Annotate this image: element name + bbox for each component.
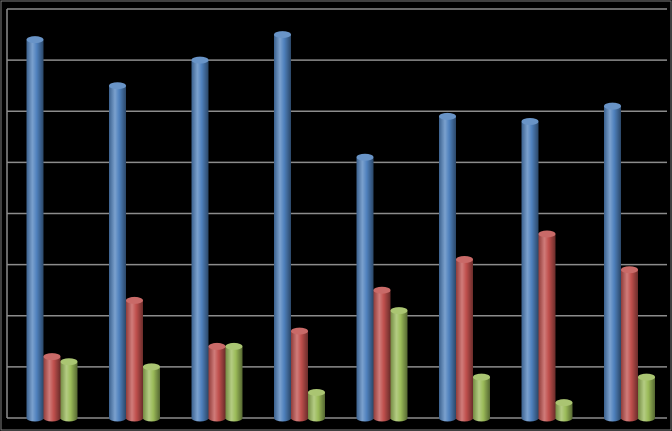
- bar: [308, 388, 325, 422]
- bar: [60, 358, 78, 422]
- bar: [621, 266, 638, 422]
- bar: [604, 102, 621, 422]
- bar: [521, 117, 539, 422]
- bar: [373, 286, 391, 422]
- bar: [356, 153, 374, 422]
- bar: [390, 307, 408, 422]
- bar: [208, 342, 226, 422]
- bar: [109, 82, 126, 422]
- bar: [638, 373, 655, 422]
- bar: [555, 399, 573, 422]
- bar: [473, 373, 490, 422]
- bar: [456, 256, 473, 422]
- bar: [291, 327, 308, 422]
- bar: [43, 353, 61, 422]
- bar: [439, 112, 456, 422]
- bar: [274, 31, 291, 422]
- bar: [225, 342, 243, 422]
- bar: [538, 230, 556, 422]
- bar: [143, 363, 160, 422]
- bar: [126, 296, 143, 422]
- bar: [26, 36, 44, 422]
- bar: [191, 56, 209, 422]
